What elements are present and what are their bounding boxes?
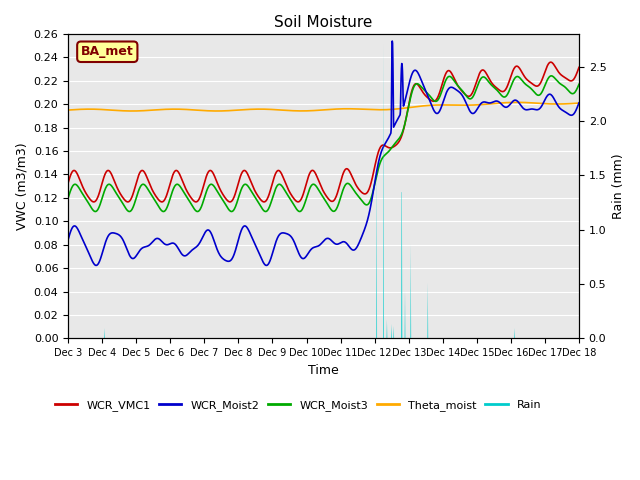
Title: Soil Moisture: Soil Moisture bbox=[275, 15, 372, 30]
X-axis label: Time: Time bbox=[308, 364, 339, 377]
Legend: WCR_VMC1, WCR_Moist2, WCR_Moist3, Theta_moist, Rain: WCR_VMC1, WCR_Moist2, WCR_Moist3, Theta_… bbox=[51, 396, 545, 416]
Text: BA_met: BA_met bbox=[81, 45, 134, 58]
Y-axis label: VWC (m3/m3): VWC (m3/m3) bbox=[15, 143, 28, 230]
Y-axis label: Rain (mm): Rain (mm) bbox=[612, 154, 625, 219]
